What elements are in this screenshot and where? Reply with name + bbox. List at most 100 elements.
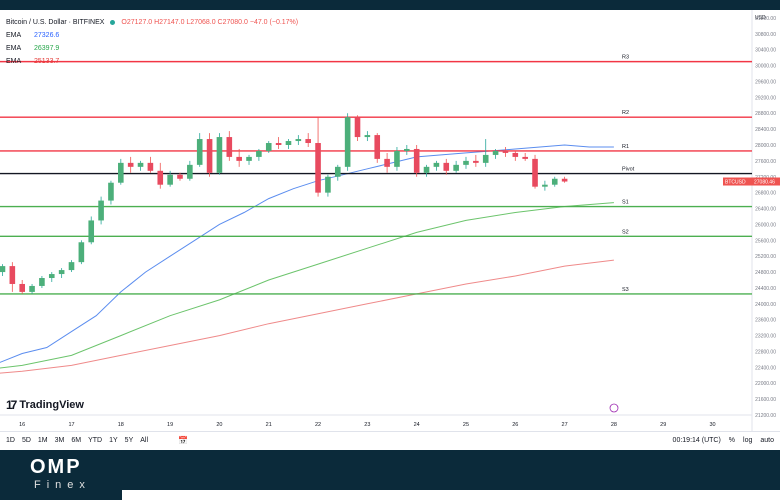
tradingview-logo[interactable]: 17 TradingView (6, 398, 84, 412)
time-tick-label: 23 (364, 422, 370, 428)
candle-body (256, 150, 262, 157)
ema-label: EMA (6, 45, 22, 52)
candle-body (285, 141, 292, 145)
price-tick-label: 21600.00 (755, 397, 776, 403)
pivot-label-s1: S1 (622, 200, 629, 206)
candle-body (39, 278, 45, 286)
price-tick-label: 27600.00 (755, 159, 776, 165)
chart-panel[interactable]: USD 31200.00 30800.00 30400.00 30000.00 29600… (0, 10, 780, 451)
tradingview-wordmark: TradingView (19, 399, 84, 411)
candle-body (226, 137, 233, 157)
legend-symbol-row[interactable]: Bitcoin / U.S. Dollar · BITFINEX O27127.… (6, 16, 298, 29)
pivot-label-r1: R1 (622, 144, 629, 150)
price-tick-label: 31200.00 (755, 16, 776, 22)
ema-label: EMA (6, 58, 22, 65)
time-tick-label: 29 (660, 422, 666, 428)
ema-value: 25133.7 (34, 58, 60, 65)
timeframe-1y[interactable]: 1Y (109, 437, 118, 444)
candle-body (325, 176, 331, 193)
auto-toggle[interactable]: auto (760, 437, 774, 444)
omp-finex-logo[interactable]: OMP Finex (30, 456, 91, 491)
time-tick-label: 30 (709, 422, 715, 428)
candle-body (137, 162, 144, 167)
candle-body (127, 162, 134, 167)
time-tick-label: 19 (167, 422, 173, 428)
candle-body (463, 160, 469, 165)
candle-body (275, 143, 282, 145)
candle-body (68, 262, 75, 271)
timeframe-all[interactable]: All (140, 437, 149, 444)
pivot-label-s3: S3 (622, 287, 629, 293)
logo-omp: OMP (30, 456, 82, 478)
current-symbol-label: BTCUSD (725, 180, 746, 186)
candle-body (384, 158, 390, 167)
time-tick-label: 16 (19, 422, 25, 428)
candle-body (502, 150, 509, 153)
calendar-icon[interactable]: 📅 (178, 436, 188, 445)
ema-row-1[interactable]: EMA 27326.6 (6, 29, 298, 42)
timeframe-1d[interactable]: 1D (6, 437, 15, 444)
log-toggle[interactable]: log (743, 437, 753, 444)
candle-body (354, 117, 361, 138)
candle-body (246, 156, 252, 161)
ema-row-2[interactable]: EMA 26397.9 (6, 42, 298, 55)
candle-body (29, 285, 35, 292)
candle-body (394, 150, 400, 167)
price-tick-label: 24000.00 (755, 302, 776, 308)
pivot-label-r3: R3 (622, 55, 629, 61)
timeframe-1m[interactable]: 1M (37, 437, 48, 444)
pivot-label-pivot: Pivot (622, 167, 635, 173)
candle-body (78, 242, 85, 263)
timeframe-ytd[interactable]: YTD (88, 437, 103, 444)
symbol-name[interactable]: Bitcoin / U.S. Dollar · BITFINEX (6, 19, 105, 26)
candle-body (206, 139, 213, 173)
ema-value: 27326.6 (34, 32, 60, 39)
price-tick-label: 24400.00 (755, 286, 776, 292)
timeframe-5d[interactable]: 5D (21, 437, 31, 444)
time-tick-label: 20 (216, 422, 222, 428)
price-tick-label: 28400.00 (755, 127, 776, 133)
candle-body (522, 156, 528, 159)
candle-body (167, 174, 173, 185)
candle-body (344, 117, 351, 167)
candle-body (551, 178, 558, 185)
timeframe-selector: 1D 5D 1M 3M 6M YTD 1Y 5Y All (6, 437, 148, 444)
candle-body (315, 143, 321, 193)
clock-display[interactable]: 00:19:14 (UTC) (672, 437, 721, 444)
timeframe-3m[interactable]: 3M (54, 437, 65, 444)
pivot-label-s2: S2 (622, 229, 629, 235)
timeframe-5y[interactable]: 5Y (124, 437, 134, 444)
candle-body (147, 162, 154, 171)
price-tick-label: 29200.00 (755, 95, 776, 101)
price-tick-label: 30000.00 (755, 64, 776, 70)
price-tick-label: 25200.00 (755, 254, 776, 260)
footer-bar (122, 490, 780, 500)
candle-body (118, 162, 124, 183)
ema-line-2 (0, 202, 614, 369)
ohlc-values: O27127.0 H27147.0 L27068.0 C27080.0 −47.… (121, 19, 299, 26)
current-price-label: 27080.46 (754, 180, 775, 186)
bottom-toolbar: 1D 5D 1M 3M 6M YTD 1Y 5Y All 📅 00:19:14 … (0, 431, 780, 451)
current-symbol-tag (723, 177, 752, 186)
ema-line-3 (0, 259, 614, 374)
price-tick-label: 22400.00 (755, 365, 776, 371)
ema-row-3[interactable]: EMA 25133.7 (6, 55, 298, 68)
candle-body (374, 135, 381, 159)
candle-body (453, 164, 459, 171)
time-tick-label: 26 (512, 422, 518, 428)
price-tick-label: 28000.00 (755, 143, 776, 149)
site-footer: OMP Finex (0, 450, 780, 500)
time-tick-label: 24 (414, 422, 420, 428)
toolbar-right: 00:19:14 (UTC) % log auto (673, 437, 774, 444)
candle-body (108, 182, 114, 201)
time-tick-label: 21 (266, 422, 272, 428)
timeframe-6m[interactable]: 6M (71, 437, 82, 444)
market-status-icon (110, 20, 116, 25)
candle-body (9, 266, 16, 284)
candle-body (88, 220, 95, 243)
current-price-tag (752, 177, 780, 186)
candle-body (433, 162, 440, 167)
percent-toggle[interactable]: % (728, 437, 736, 444)
price-tick-label: 23200.00 (755, 334, 776, 340)
